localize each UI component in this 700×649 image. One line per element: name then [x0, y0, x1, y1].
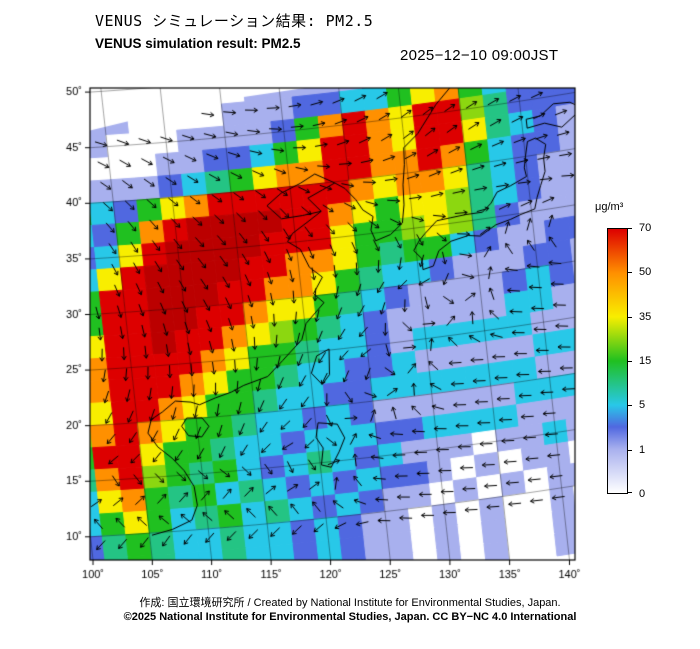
colorbar-tick-mark	[628, 272, 632, 274]
page-title-ja: VENUS シミュレーション結果: PM2.5	[95, 12, 374, 30]
colorbar-tick-mark	[628, 316, 632, 318]
colorbar-tick-label: 70	[639, 222, 652, 234]
colorbar-tick-mark	[628, 228, 632, 229]
colorbar-tick-label: 0	[639, 488, 646, 500]
colorbar-tick-mark	[628, 361, 632, 362]
colorbar-tick-labels: 0 1 5 15 35 50 70	[628, 222, 676, 500]
colorbar-tick-label: 5	[639, 399, 646, 412]
colorbar-tick-mark	[628, 405, 632, 407]
colorbar-tick-label: 1	[639, 443, 646, 456]
colorbar-unit-label: μg/m³	[595, 201, 624, 213]
colorbar-tick-label: 50	[639, 266, 652, 279]
colorbar-tick-mark	[628, 449, 632, 451]
credit-line: 作成: 国立環境研究所 / Created by National Instit…	[139, 597, 561, 609]
license-line: ©2025 National Institute for Environment…	[123, 611, 577, 623]
colorbar-tick-mark	[628, 492, 632, 493]
timestamp: 2025−12−10 09:00JST	[400, 47, 559, 64]
colorbar-tick-label: 15	[639, 355, 652, 367]
colorbar	[607, 228, 628, 494]
page-title-en: VENUS simulation result: PM2.5	[95, 36, 301, 51]
colorbar-tick-label: 35	[639, 310, 652, 323]
